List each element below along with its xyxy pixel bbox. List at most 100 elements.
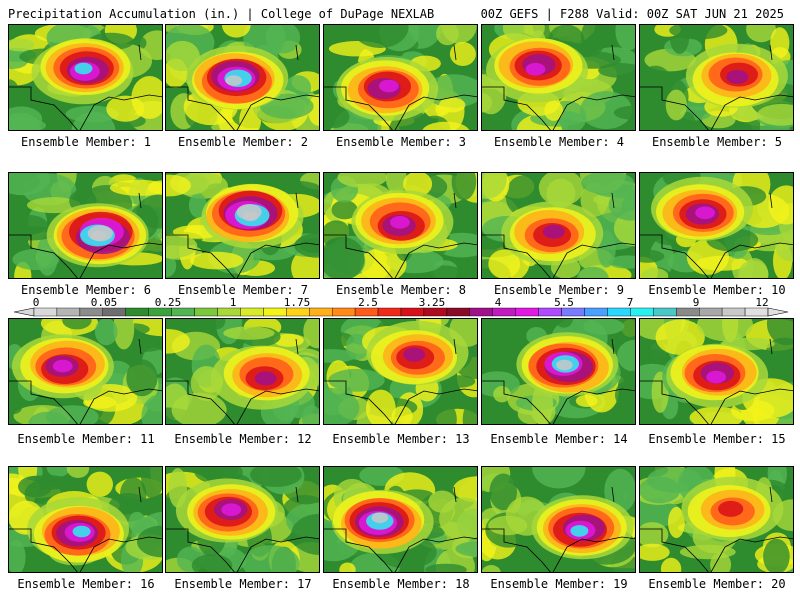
legend-tick-label: 5.5 <box>554 296 574 309</box>
ensemble-map-5 <box>639 24 794 131</box>
page-header: Precipitation Accumulation (in.) | Colle… <box>0 0 800 24</box>
member-label: Ensemble Member: 1 <box>20 135 152 149</box>
precip-field <box>166 319 319 424</box>
legend-swatch <box>744 307 769 317</box>
legend-tick-label: 12 <box>755 296 769 309</box>
precip-field <box>9 173 162 278</box>
legend-swatch <box>217 307 241 317</box>
legend-swatch <box>125 307 149 317</box>
boundary-lines <box>9 44 162 130</box>
legend-swatch <box>56 307 81 317</box>
ensemble-map-3 <box>323 24 478 131</box>
member-label: Ensemble Member: 8 <box>335 283 467 297</box>
legend-swatch <box>515 307 539 317</box>
legend-swatch <box>469 307 493 317</box>
boundary-lines <box>482 192 635 278</box>
legend-tick-label: 7 <box>626 296 634 309</box>
member-label: Ensemble Member: 19 <box>490 577 628 591</box>
boundary-lines <box>166 44 319 130</box>
precip-field <box>9 319 162 424</box>
precip-field <box>324 25 477 130</box>
legend-swatch <box>79 307 104 317</box>
member-label: Ensemble Member: 13 <box>332 432 470 446</box>
legend-swatch <box>240 307 264 317</box>
member-label: Ensemble Member: 2 <box>177 135 309 149</box>
ensemble-map-12 <box>165 318 320 425</box>
legend-swatch <box>102 307 126 317</box>
legend-bar <box>13 307 789 317</box>
legend-low-arrow <box>13 307 35 317</box>
precip-field <box>640 173 793 278</box>
ensemble-map-17 <box>165 466 320 573</box>
legend-tick-label: 0.25 <box>154 296 182 309</box>
legend-swatch <box>446 307 470 317</box>
precip-field <box>324 319 477 424</box>
member-label: Ensemble Member: 16 <box>17 577 155 591</box>
legend-swatch <box>332 307 356 317</box>
boundary-lines <box>640 192 793 278</box>
member-label: Ensemble Member: 3 <box>335 135 467 149</box>
precip-field <box>166 25 319 130</box>
member-label: Ensemble Member: 15 <box>648 432 786 446</box>
precip-field <box>482 319 635 424</box>
ensemble-map-15 <box>639 318 794 425</box>
boundary-lines <box>9 338 162 424</box>
legend-swatch <box>194 307 218 317</box>
boundary-lines <box>640 44 793 130</box>
ensemble-map-7 <box>165 172 320 279</box>
legend-swatch <box>377 307 402 317</box>
precip-field <box>166 173 319 278</box>
legend-swatch <box>400 307 425 317</box>
legend-swatch <box>171 307 195 317</box>
legend-high-arrow <box>767 307 789 317</box>
precip-field <box>324 173 477 278</box>
precip-field <box>324 467 477 572</box>
color-legend: 0 0.05 0.25 1 1.75 2.5 3.25 4 5.5 7 9 12 <box>0 296 800 320</box>
legend-swatch <box>561 307 585 317</box>
member-label: Ensemble Member: 6 <box>20 283 152 297</box>
boundary-lines <box>482 486 635 572</box>
boundary-lines <box>640 486 793 572</box>
member-label: Ensemble Member: 20 <box>648 577 786 591</box>
boundary-lines <box>324 486 477 572</box>
legend-swatch <box>263 307 287 317</box>
boundary-lines <box>166 192 319 278</box>
legend-swatch <box>630 307 654 317</box>
precip-field <box>9 25 162 130</box>
ensemble-map-13 <box>323 318 478 425</box>
ensemble-map-10 <box>639 172 794 279</box>
boundary-lines <box>482 338 635 424</box>
legend-swatch <box>699 307 723 317</box>
legend-swatch <box>286 307 310 317</box>
legend-swatch <box>33 307 58 317</box>
legend-tick-label: 9 <box>692 296 700 309</box>
boundary-lines <box>324 192 477 278</box>
member-label: Ensemble Member: 7 <box>177 283 309 297</box>
boundary-lines <box>324 338 477 424</box>
legend-tick-label: 0 <box>32 296 40 309</box>
ensemble-map-6 <box>8 172 163 279</box>
ensemble-map-18 <box>323 466 478 573</box>
precip-field <box>9 467 162 572</box>
legend-tick-label: 1.75 <box>283 296 311 309</box>
member-label: Ensemble Member: 4 <box>493 135 625 149</box>
ensemble-map-2 <box>165 24 320 131</box>
legend-swatch <box>354 307 379 317</box>
legend-tick-label: 3.25 <box>418 296 446 309</box>
precip-field <box>640 25 793 130</box>
member-label: Ensemble Member: 14 <box>490 432 628 446</box>
ensemble-map-20 <box>639 466 794 573</box>
precip-field <box>482 467 635 572</box>
legend-tick-label: 0.05 <box>90 296 118 309</box>
ensemble-map-4 <box>481 24 636 131</box>
legend-swatch <box>653 307 677 317</box>
legend-swatch <box>492 307 516 317</box>
ensemble-map-16 <box>8 466 163 573</box>
legend-swatch <box>721 307 746 317</box>
boundary-lines <box>640 338 793 424</box>
boundary-lines <box>482 44 635 130</box>
member-label: Ensemble Member: 9 <box>493 283 625 297</box>
precip-field <box>640 319 793 424</box>
member-label: Ensemble Member: 10 <box>648 283 786 297</box>
ensemble-map-19 <box>481 466 636 573</box>
